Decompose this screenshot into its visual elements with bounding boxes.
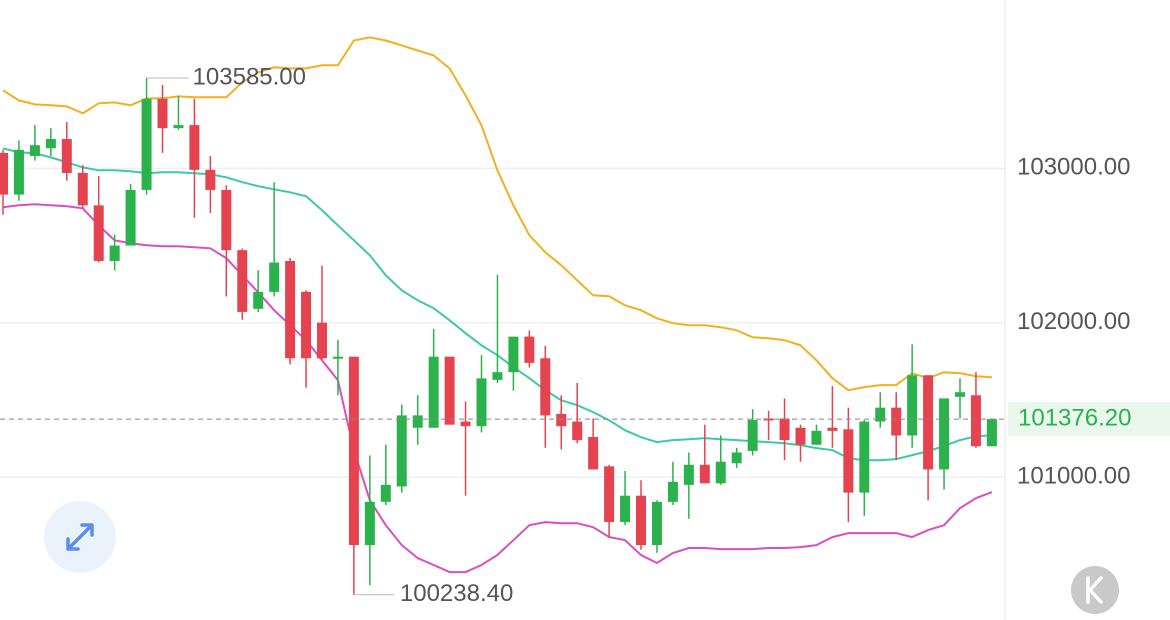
candle-body xyxy=(285,260,296,359)
last-price-bg xyxy=(1008,402,1170,437)
candle-body xyxy=(651,501,662,546)
band-line xyxy=(2,203,993,574)
candle-body xyxy=(970,395,981,447)
candle-body xyxy=(859,421,870,493)
candle-body xyxy=(715,461,726,484)
y-tick-label: 103000.00 xyxy=(1017,154,1130,181)
candle-body xyxy=(620,495,631,522)
candle-body xyxy=(476,378,487,427)
candle-body xyxy=(269,262,280,292)
candle-body xyxy=(77,172,88,206)
candle-body xyxy=(795,427,806,445)
candle-body xyxy=(460,421,471,427)
candle-body xyxy=(891,407,902,436)
candle-body xyxy=(779,418,790,441)
candle-body xyxy=(636,495,646,546)
candle-body xyxy=(157,98,168,129)
high-label: 103585.00 xyxy=(193,63,306,90)
candle-body xyxy=(13,149,24,195)
candle-body xyxy=(683,464,694,485)
candle-body xyxy=(125,189,136,246)
candle-body xyxy=(811,430,822,445)
y-tick-label: 101000.00 xyxy=(1017,463,1130,490)
candle-body xyxy=(0,152,8,195)
candle-body xyxy=(843,429,854,493)
candle-body xyxy=(29,145,40,156)
candle-body xyxy=(189,125,200,170)
candle-body xyxy=(955,392,965,397)
candle-body xyxy=(205,169,216,190)
candle-body xyxy=(907,375,918,436)
k-button-bg[interactable] xyxy=(1071,566,1119,614)
candle-body xyxy=(141,98,152,190)
candle-body xyxy=(444,356,455,425)
candle-body xyxy=(731,452,742,464)
candle-body xyxy=(667,481,678,502)
candle-body xyxy=(348,356,359,546)
candle-body xyxy=(109,245,120,261)
candle-body xyxy=(747,420,758,451)
candle-body xyxy=(173,125,184,129)
candle-body xyxy=(428,356,439,428)
candle-body xyxy=(923,375,934,470)
candle-body xyxy=(939,398,950,470)
candle-body xyxy=(604,466,615,522)
k-button[interactable] xyxy=(1071,566,1119,614)
candle-body xyxy=(396,415,407,487)
candle-body xyxy=(875,407,886,422)
candle-body xyxy=(332,356,343,359)
candle-body xyxy=(986,419,997,447)
candle-body xyxy=(572,421,583,441)
candle-body xyxy=(492,372,503,380)
candle-body xyxy=(588,437,599,470)
candle-body xyxy=(412,415,423,428)
candle-body xyxy=(237,250,248,312)
candle-body xyxy=(45,138,56,149)
expand-button[interactable] xyxy=(44,501,116,573)
low-label: 100238.40 xyxy=(400,580,513,607)
candle-body xyxy=(93,205,104,261)
candle-body xyxy=(253,291,264,309)
candle-body xyxy=(827,427,838,431)
candle-body xyxy=(61,138,72,173)
expand-icon[interactable] xyxy=(66,523,94,551)
candle-body xyxy=(699,464,710,484)
candle-body xyxy=(380,484,391,502)
candle-body xyxy=(221,189,232,251)
last-price-label: 101376.20 xyxy=(1018,404,1131,431)
k-icon[interactable] xyxy=(1086,576,1103,604)
candle-body xyxy=(540,358,551,416)
candle-body xyxy=(524,336,535,363)
band-line xyxy=(2,36,992,392)
candle-body xyxy=(317,322,327,359)
candle-body xyxy=(364,501,375,546)
candle-body xyxy=(301,291,312,359)
candle-body xyxy=(556,413,567,427)
candle-body xyxy=(508,336,519,373)
y-tick-label: 102000.00 xyxy=(1017,308,1130,335)
